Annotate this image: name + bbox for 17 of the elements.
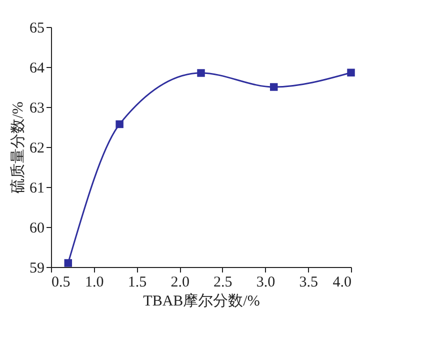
y-tick-label: 62 xyxy=(30,140,44,156)
x-axis-title: TBAB摩尔分数/% xyxy=(143,292,260,310)
x-tick-label: 3.0 xyxy=(256,274,276,290)
x-tick-label: 0.5 xyxy=(52,274,70,290)
x-tick-label: 1.5 xyxy=(128,274,147,290)
y-tick-label: 60 xyxy=(30,220,44,236)
x-tick-label: 3.5 xyxy=(299,274,318,290)
y-tick-label: 63 xyxy=(30,100,44,116)
y-tick-label: 61 xyxy=(30,180,44,196)
y-tick-label: 64 xyxy=(30,60,45,76)
x-tick-label: 2.0 xyxy=(170,274,190,290)
y-tick-label: 59 xyxy=(30,260,44,276)
y-axis-title: 硫质量分数/% xyxy=(10,102,26,194)
x-tick-label: 4.0 xyxy=(332,274,352,290)
x-tick-label: 1.0 xyxy=(84,274,104,290)
x-tick-label: 2.5 xyxy=(214,274,232,290)
y-tick-label: 65 xyxy=(30,20,44,36)
